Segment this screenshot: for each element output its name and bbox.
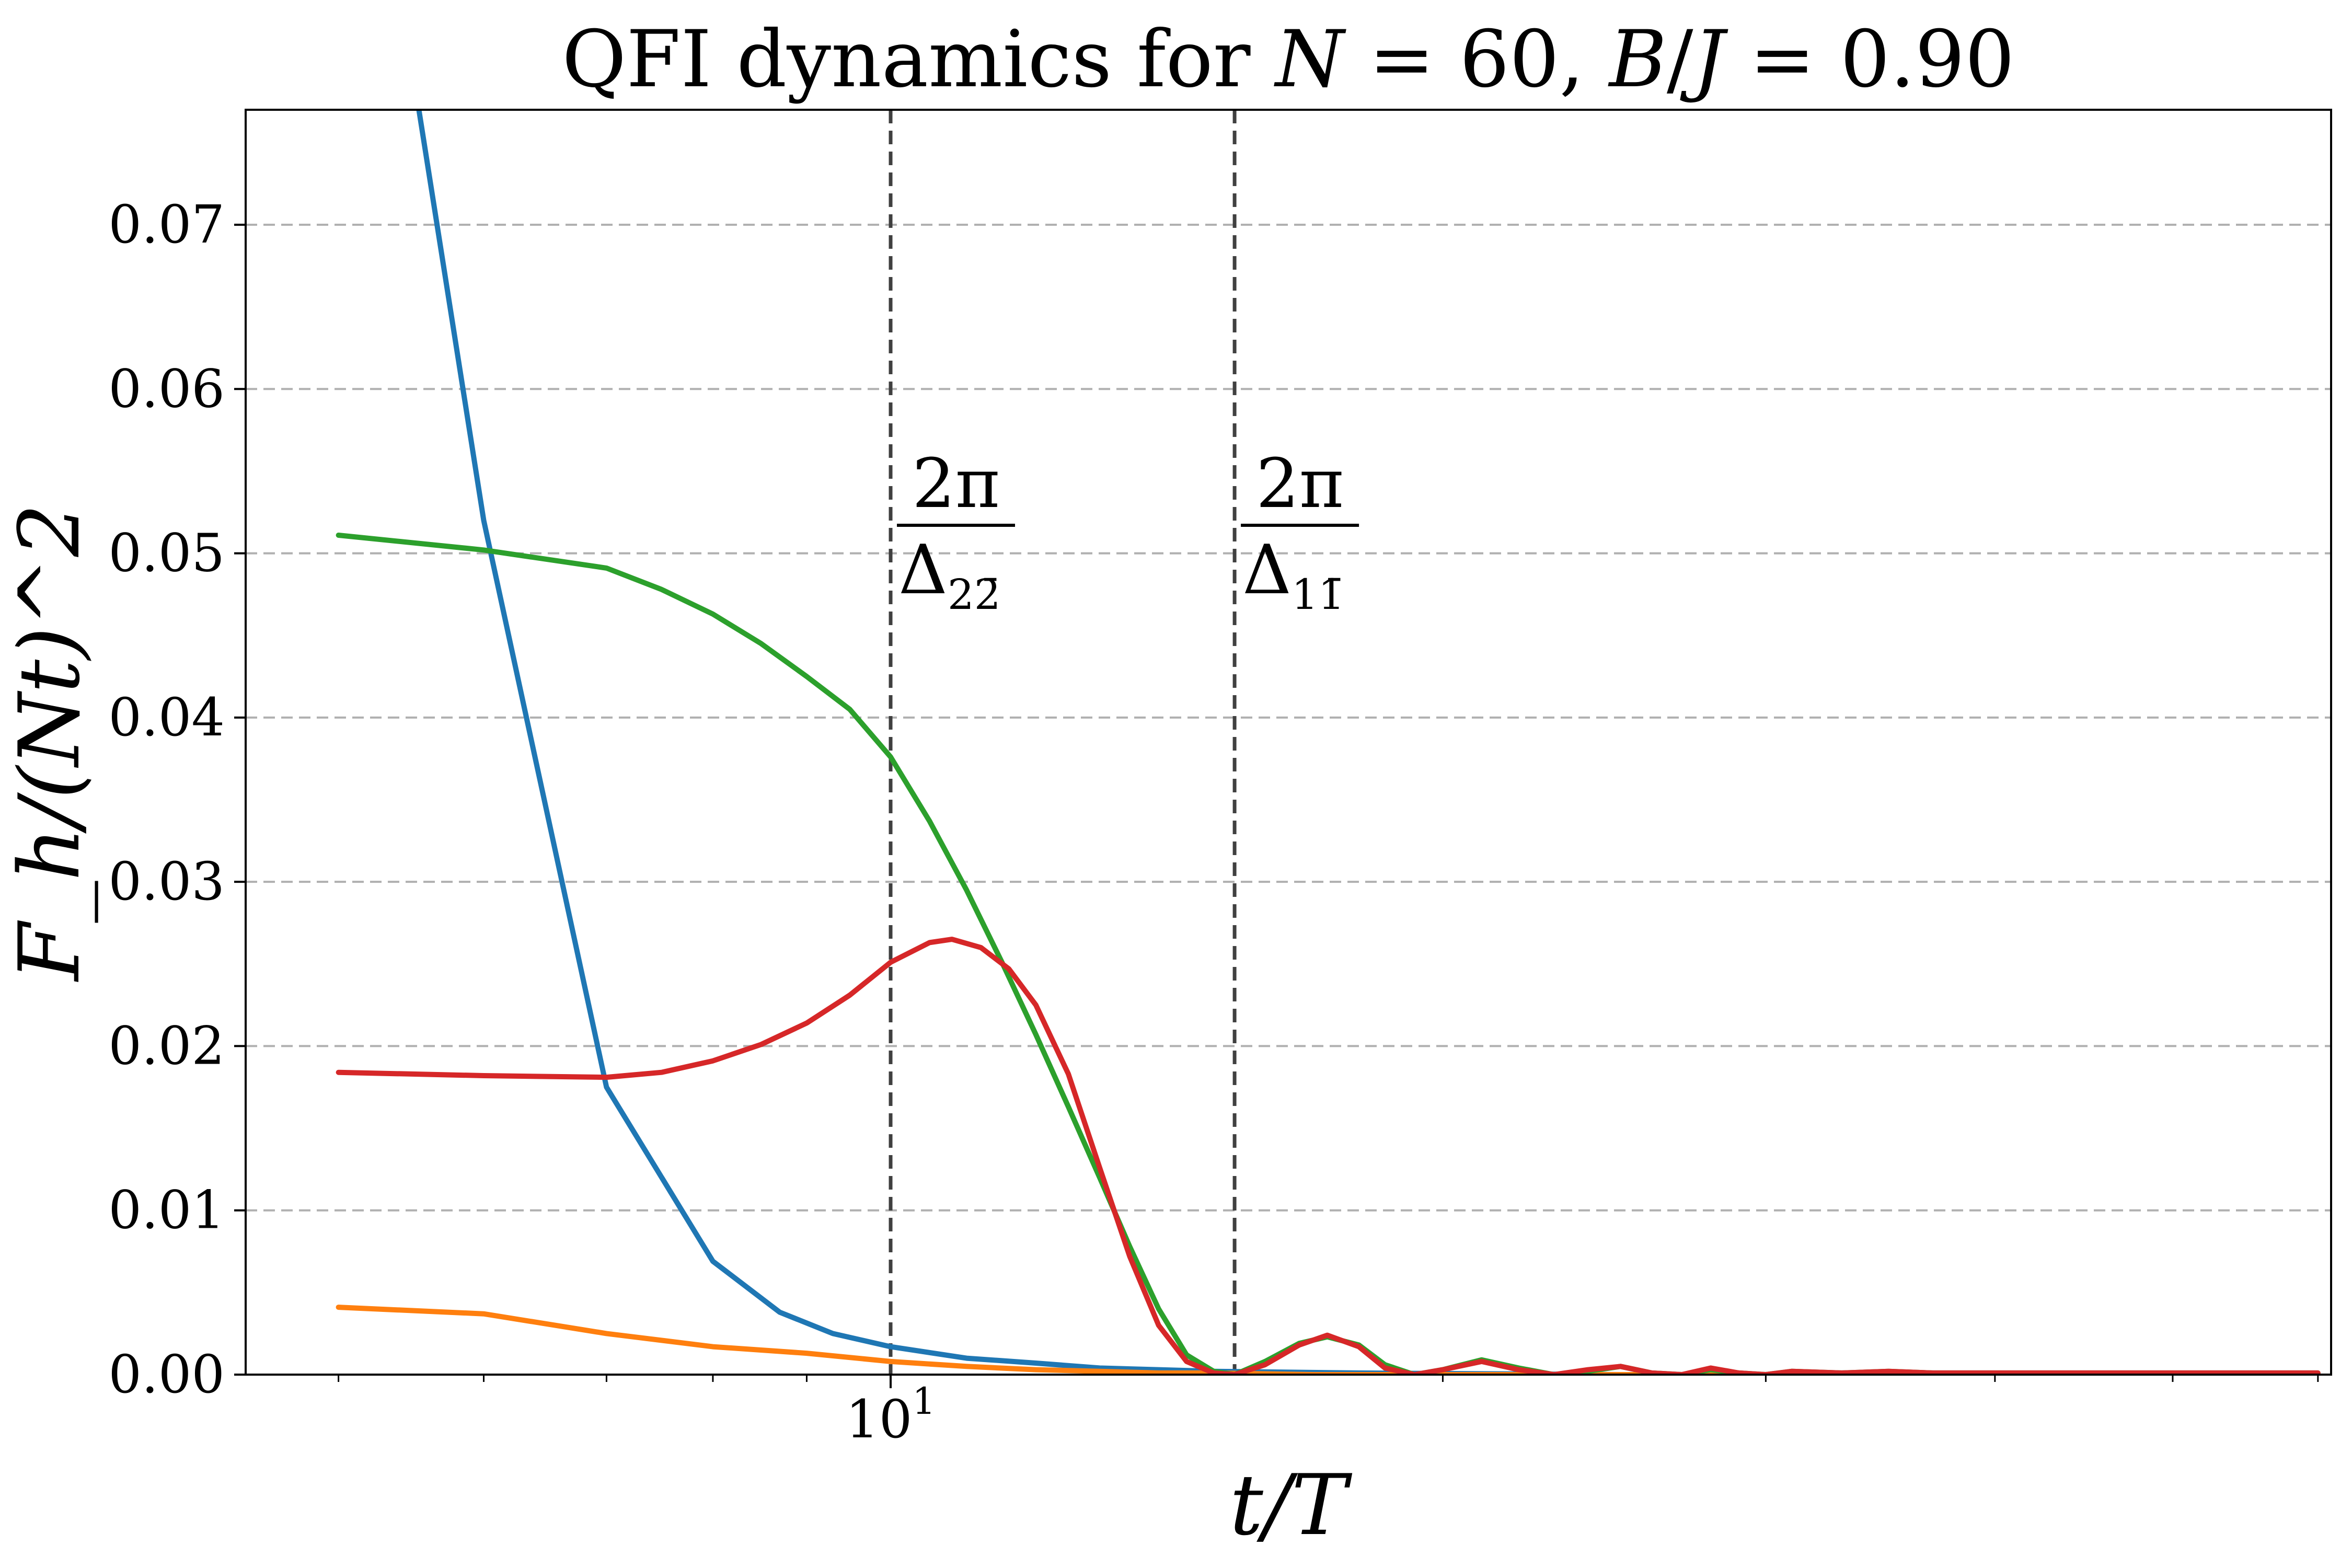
annotation-denominator: Δ22̄: [898, 530, 1001, 619]
series-line-2: [336, 1305, 2321, 1375]
y-tick-label: 0.03: [108, 851, 225, 912]
y-tick-label: 0.06: [108, 358, 225, 419]
y-axis-ticks: 0.00 0.01 0.02 0.03 0.04 0.05 0.06 0.07: [108, 194, 246, 1405]
y-tick-label: 0.00: [108, 1344, 225, 1405]
reference-vlines: [889, 110, 1237, 1375]
series-line-3: [336, 533, 2321, 1375]
y-grid-lines: [246, 224, 2331, 1212]
x-axis-ticks: 101: [338, 1375, 2319, 1450]
y-axis-label: F_h/(Nt)^2: [1, 504, 98, 983]
chart-title: QFI dynamics for N = 60, B/J = 0.90: [562, 14, 2014, 105]
plot-frame: [245, 109, 2332, 1376]
series-layer: [336, 110, 2321, 1375]
y-tick-label: 0.01: [108, 1180, 225, 1241]
y-tick-label: 0.05: [108, 523, 225, 584]
series-line-4: [336, 937, 2321, 1375]
x-tick-label: 101: [846, 1380, 936, 1450]
annotation-numerator: 2π: [1256, 444, 1344, 523]
y-tick-label: 0.04: [108, 687, 225, 748]
annotation-denominator: Δ11̄: [1242, 530, 1345, 619]
series-line-1: [416, 110, 2321, 1375]
y-tick-label: 0.02: [108, 1015, 225, 1076]
y-tick-label: 0.07: [108, 194, 225, 255]
annotation-numerator: 2π: [912, 444, 1000, 523]
x-axis-label: t/T: [1230, 1456, 1353, 1554]
